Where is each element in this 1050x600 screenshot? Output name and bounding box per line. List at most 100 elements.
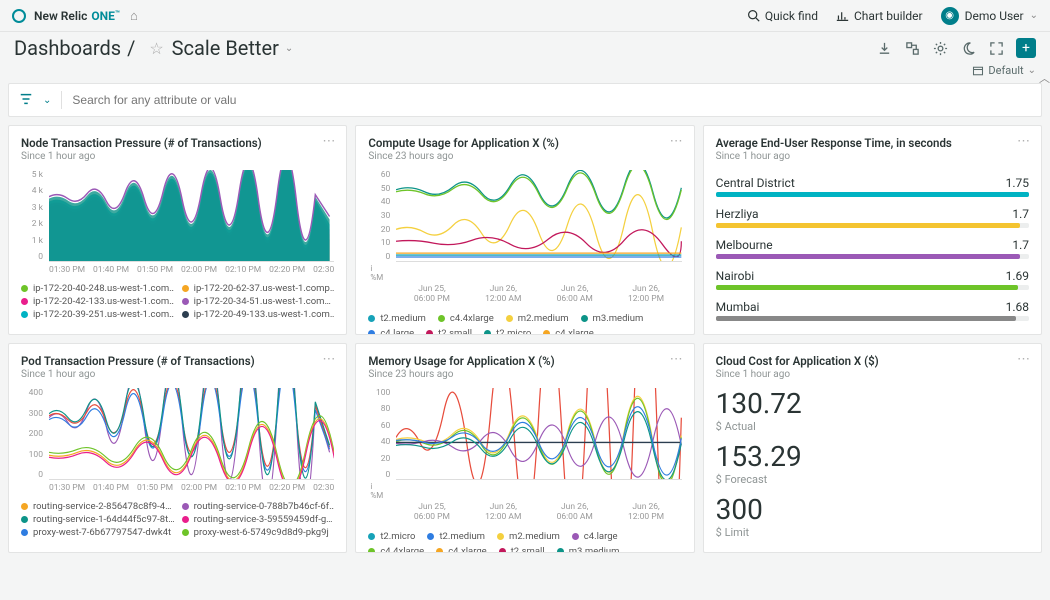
collapse-icon[interactable]: ︿ — [1039, 70, 1050, 86]
legend-item[interactable]: t2.medium — [368, 313, 426, 324]
legend-item[interactable]: proxy-west-7-6b67797547-dwk4t — [21, 527, 174, 538]
legend-dot — [438, 315, 445, 322]
legend-label: routing-service-3-59559459df-g… — [194, 514, 333, 525]
legend-dot — [182, 298, 189, 305]
legend-item[interactable]: m3.medium — [557, 546, 620, 553]
legend-dot — [543, 330, 550, 335]
legend: ip-172-20-40-248.us-west-1.com… ip-172-20… — [21, 283, 334, 320]
bar-track — [716, 223, 1029, 228]
dashboard-name: Scale Better — [172, 36, 279, 60]
second-bar: Default ⌄ — [0, 64, 1050, 81]
legend-item[interactable]: routing-service-1-64d44f5c97-8t… — [21, 514, 174, 525]
quick-find-link[interactable]: Quick find — [747, 9, 818, 23]
filter-expand-icon[interactable]: ⌄ — [43, 95, 51, 106]
legend-item[interactable]: t2.small — [426, 328, 472, 335]
legend-item[interactable]: c4.4xlarge — [438, 313, 494, 324]
legend-label: routing-service-2-856478c8f9-4… — [33, 501, 171, 512]
x-tick: Jun 26,12:00 PM — [628, 503, 664, 523]
legend-item[interactable]: routing-service-0-788b7b46cf-6f… — [182, 501, 335, 512]
filter-icon[interactable] — [19, 92, 33, 109]
x-tick: 01:30 PM — [49, 265, 85, 275]
chart-builder-link[interactable]: Chart builder — [836, 9, 923, 23]
panel-menu-icon[interactable]: ⋯ — [670, 134, 684, 149]
favorite-star-icon[interactable]: ☆ — [149, 39, 163, 58]
bar-fill — [716, 223, 1020, 228]
legend-item[interactable]: m2.medium — [506, 313, 569, 324]
legend-dot — [572, 533, 579, 540]
bar-track — [716, 254, 1029, 259]
panel-title: Average End-User Response Time, in secon… — [716, 136, 1029, 150]
legend-item[interactable]: t2.medium — [427, 531, 485, 542]
fullscreen-icon[interactable] — [988, 40, 1004, 56]
legend-label: m3.medium — [593, 313, 644, 324]
legend-dot — [21, 285, 28, 292]
panel-menu-icon[interactable]: ⋯ — [670, 352, 684, 367]
legend-item[interactable]: m3.medium — [581, 313, 644, 324]
y-tick: 5 k — [21, 170, 43, 180]
home-icon[interactable]: ⌂ — [130, 8, 138, 24]
legend-item[interactable]: c4.4xlarge — [368, 546, 424, 553]
legend-item[interactable]: ip-172-20-49-133.us-west-1.com… — [182, 309, 335, 320]
user-menu[interactable]: ◉ Demo User ⌄ — [941, 7, 1038, 25]
legend-dot — [426, 330, 433, 335]
x-tick: 02:10 PM — [225, 265, 261, 275]
panel-title: Node Transaction Pressure (# of Transact… — [21, 136, 334, 150]
x-tick: 02:00 PM — [181, 265, 217, 275]
legend-item[interactable]: c4.xlarge — [543, 328, 594, 335]
panel-menu-icon[interactable]: ⋯ — [1017, 352, 1031, 367]
y-tick: 20 — [368, 225, 390, 235]
y-tick: 0 — [368, 252, 390, 262]
breadcrumb[interactable]: Dashboards — [14, 36, 121, 60]
download-icon[interactable] — [876, 40, 892, 56]
chevron-down-icon: ⌄ — [285, 43, 293, 54]
legend-item[interactable]: ip-172-20-40-248.us-west-1.com… — [21, 283, 174, 294]
legend-label: c4.4xlarge — [380, 546, 424, 553]
legend-item[interactable]: t2.micro — [368, 531, 415, 542]
x-tick: 01:30 PM — [49, 483, 85, 493]
legend-item[interactable]: c4.xlarge — [436, 546, 487, 553]
bar-fill — [716, 285, 1018, 290]
chart: 5 k4 k3 k2 k1 k0 — [21, 170, 334, 262]
x-tick: Jun 26,12:00 AM — [485, 285, 521, 305]
legend-item[interactable]: ip-172-20-62-37.us-west-1.comp… — [182, 283, 335, 294]
legend-item[interactable]: m2.medium — [497, 531, 560, 542]
panel-title: Pod Transaction Pressure (# of Transacti… — [21, 354, 334, 368]
bar-fill — [716, 192, 1029, 197]
legend-item[interactable]: c4.large — [572, 531, 618, 542]
settings-icon[interactable] — [932, 40, 948, 56]
share-icon[interactable] — [904, 40, 920, 56]
panel-title: Memory Usage for Application X (%) — [368, 354, 681, 368]
legend-item[interactable]: c4.large — [368, 328, 414, 335]
x-tick: 01:50 PM — [137, 265, 173, 275]
legend-item[interactable]: t2.micro — [484, 328, 531, 335]
brand[interactable]: New Relic ONE™ — [12, 9, 120, 23]
bar-row: Herzliya1.7 — [716, 207, 1029, 228]
panel-menu-icon[interactable]: ⋯ — [322, 134, 336, 149]
x-tick: 01:50 PM — [137, 483, 173, 493]
legend-item[interactable]: routing-service-2-856478c8f9-4… — [21, 501, 174, 512]
legend-item[interactable]: routing-service-3-59559459df-g… — [182, 514, 335, 525]
layout-selector[interactable]: Default ⌄ — [972, 64, 1036, 77]
panel-menu-icon[interactable]: ⋯ — [322, 352, 336, 367]
legend-label: t2.micro — [496, 328, 531, 335]
legend-item[interactable]: proxy-west-6-5749c9d8d9-pkg9j — [182, 527, 335, 538]
legend-label: ip-172-20-42-133.us-west-1.com… — [33, 296, 174, 307]
dashboard-name-menu[interactable]: Scale Better ⌄ — [172, 36, 294, 60]
panel-subtitle: Since 1 hour ago — [716, 151, 1029, 162]
panel-menu-icon[interactable]: ⋯ — [1017, 134, 1031, 149]
y-unit: i%M — [370, 482, 681, 500]
filter-input[interactable] — [72, 93, 1031, 107]
legend-item[interactable]: ip-172-20-34-51.us-west-1.com… — [182, 296, 335, 307]
legend-label: t2.micro — [380, 531, 415, 542]
dark-mode-icon[interactable] — [960, 40, 976, 56]
legend-item[interactable]: ip-172-20-42-133.us-west-1.com… — [21, 296, 174, 307]
layout-icon — [972, 65, 984, 77]
legend-item[interactable]: ip-172-20-39-251.us-west-1.com… — [21, 309, 174, 320]
brand-icon — [12, 9, 26, 23]
x-tick: 02:20 PM — [269, 483, 305, 493]
metric-value: 130.72 — [716, 390, 1029, 418]
add-button[interactable]: + — [1016, 38, 1036, 58]
legend: t2.micro t2.medium m2.medium c4.large c4.4xl… — [368, 531, 681, 553]
legend-item[interactable]: t2.small — [499, 546, 545, 553]
y-tick: 100 — [368, 388, 390, 398]
